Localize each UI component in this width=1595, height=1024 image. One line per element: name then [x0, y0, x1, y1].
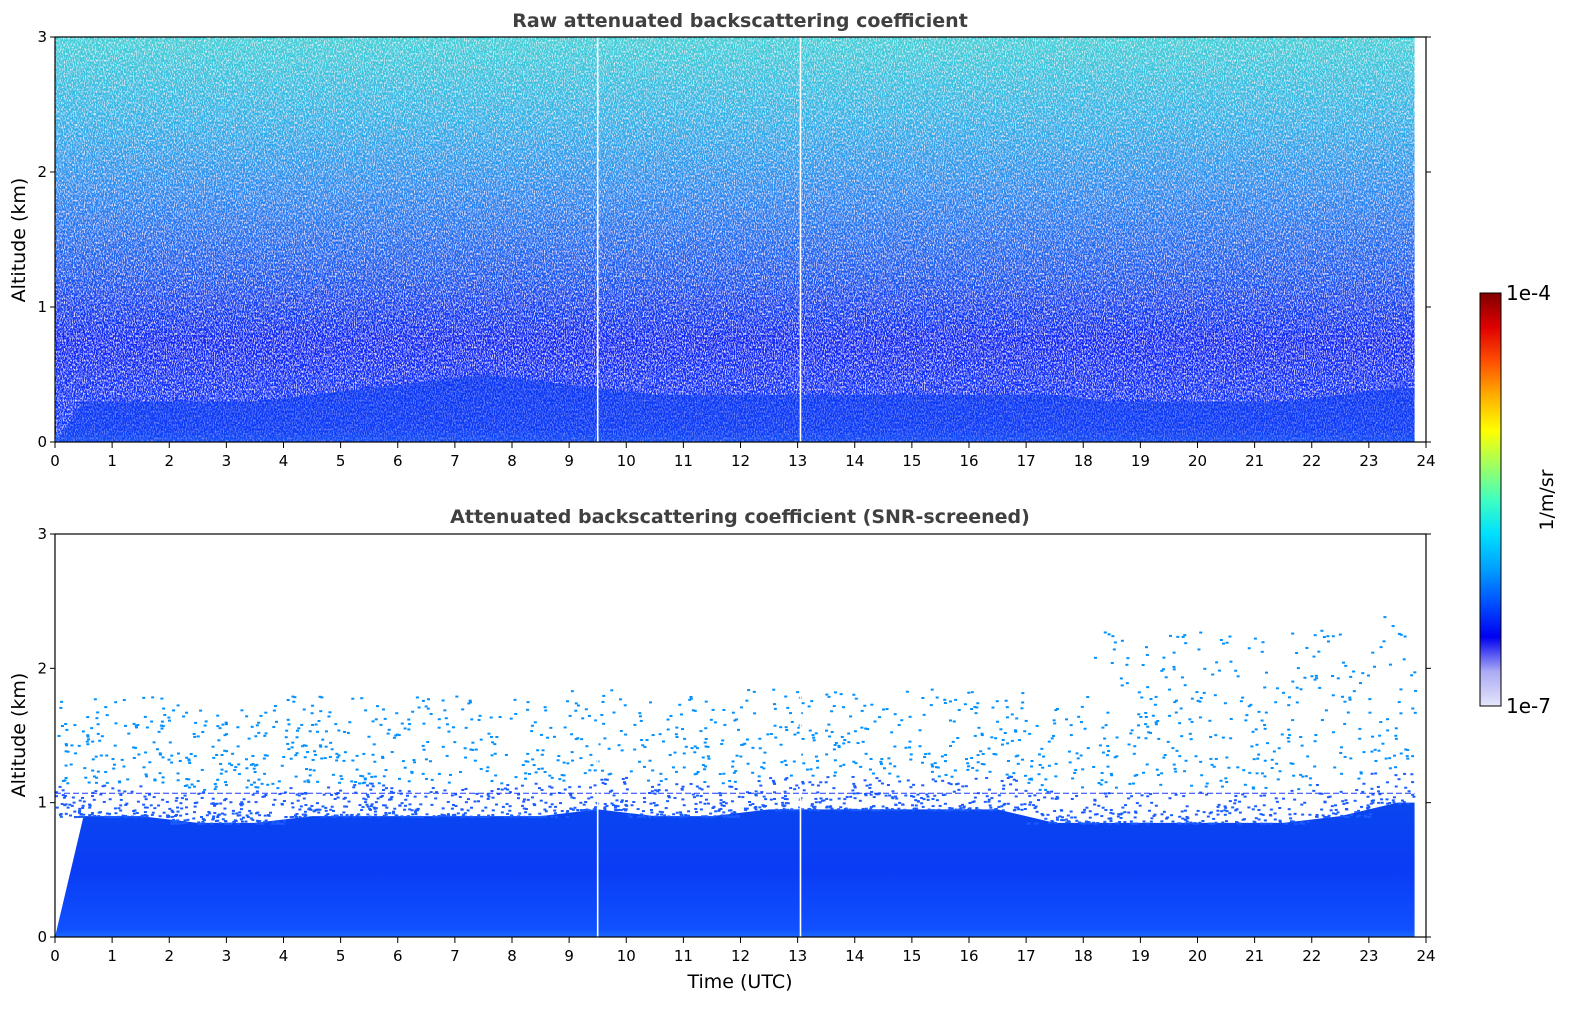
colorbar-min-label: 1e-7 — [1506, 694, 1551, 718]
y-tick-label: 2 — [37, 163, 47, 181]
bottom-x-axis: 0 1 2 3 4 5 6 7 8 9 10 11 12 13 14 15 16 17 18 19 20 21 22 23 24 — [50, 937, 1436, 965]
x-tick-label: 2 — [164, 452, 174, 470]
x-tick-label: 7 — [450, 947, 460, 965]
x-tick-label: 9 — [564, 452, 574, 470]
x-tick-label: 10 — [617, 452, 636, 470]
y-tick-label: 2 — [37, 659, 47, 677]
boundary-layer-region — [55, 374, 1415, 442]
x-tick-label: 11 — [674, 947, 693, 965]
x-tick-label: 1 — [107, 452, 117, 470]
x-tick-label: 17 — [1017, 452, 1036, 470]
x-tick-label: 3 — [222, 452, 232, 470]
x-tick-label: 13 — [788, 947, 807, 965]
bottom-y-axis: 0 1 2 3 — [37, 525, 1431, 946]
x-axis-label: Time (UTC) — [686, 971, 792, 993]
x-tick-label: 7 — [450, 452, 460, 470]
raw-backscatter-field — [55, 37, 1415, 442]
x-tick-label: 21 — [1245, 947, 1264, 965]
x-tick-label: 5 — [336, 947, 346, 965]
x-tick-label: 0 — [50, 947, 60, 965]
bottom-panel-title: Attenuated backscattering coefficient (S… — [450, 506, 1030, 528]
top-x-axis: 0 1 2 3 4 5 6 7 8 9 10 11 12 13 14 15 16 17 18 19 20 21 22 23 24 — [50, 442, 1436, 470]
x-tick-label: 8 — [507, 452, 517, 470]
bottom-heatmap — [55, 534, 1418, 937]
top-y-axis-label: Altitude (km) — [8, 178, 30, 303]
top-panel-title: Raw attenuated backscattering coefficien… — [512, 10, 968, 32]
x-tick-label: 6 — [393, 452, 403, 470]
x-tick-label: 0 — [50, 452, 60, 470]
x-tick-label: 23 — [1359, 452, 1378, 470]
colorbar-scale — [1479, 292, 1502, 707]
y-tick-label: 1 — [37, 298, 47, 316]
x-tick-label: 3 — [222, 947, 232, 965]
x-tick-label: 24 — [1416, 947, 1435, 965]
y-tick-label: 3 — [37, 28, 47, 46]
x-tick-label: 11 — [674, 452, 693, 470]
x-tick-label: 18 — [1074, 452, 1093, 470]
x-tick-label: 12 — [731, 947, 750, 965]
bottom-y-axis-label: Altitude (km) — [8, 673, 30, 798]
colorbar: 1e-4 1e-7 1/m/sr — [1479, 281, 1558, 718]
x-tick-label: 10 — [617, 947, 636, 965]
x-tick-label: 19 — [1131, 947, 1150, 965]
x-tick-label: 17 — [1017, 947, 1036, 965]
x-tick-label: 13 — [788, 452, 807, 470]
x-tick-label: 14 — [845, 947, 864, 965]
x-tick-label: 18 — [1074, 947, 1093, 965]
screened-backscatter-region — [55, 802, 1415, 937]
x-tick-label: 12 — [731, 452, 750, 470]
colorbar-max-label: 1e-4 — [1506, 281, 1551, 305]
x-tick-label: 21 — [1245, 452, 1264, 470]
x-tick-label: 20 — [1188, 947, 1207, 965]
x-tick-label: 5 — [336, 452, 346, 470]
x-tick-label: 24 — [1416, 452, 1435, 470]
screened-speckles — [55, 616, 1418, 825]
x-tick-label: 15 — [902, 947, 921, 965]
x-tick-label: 8 — [507, 947, 517, 965]
top-y-axis: 0 1 2 3 — [37, 28, 1431, 451]
x-tick-label: 22 — [1302, 452, 1321, 470]
x-tick-label: 9 — [564, 947, 574, 965]
y-tick-label: 0 — [37, 433, 47, 451]
x-tick-label: 2 — [164, 947, 174, 965]
colorbar-label: 1/m/sr — [1536, 469, 1558, 530]
y-tick-label: 1 — [37, 794, 47, 812]
x-tick-label: 1 — [107, 947, 117, 965]
y-tick-label: 3 — [37, 525, 47, 543]
x-tick-label: 19 — [1131, 452, 1150, 470]
x-tick-label: 6 — [393, 947, 403, 965]
x-tick-label: 16 — [959, 947, 978, 965]
x-tick-label: 20 — [1188, 452, 1207, 470]
x-tick-label: 16 — [959, 452, 978, 470]
x-tick-label: 22 — [1302, 947, 1321, 965]
y-tick-label: 0 — [37, 928, 47, 946]
top-heatmap — [55, 37, 1415, 442]
x-tick-label: 4 — [279, 947, 289, 965]
x-tick-label: 4 — [279, 452, 289, 470]
x-tick-label: 14 — [845, 452, 864, 470]
x-tick-label: 15 — [902, 452, 921, 470]
x-tick-label: 23 — [1359, 947, 1378, 965]
